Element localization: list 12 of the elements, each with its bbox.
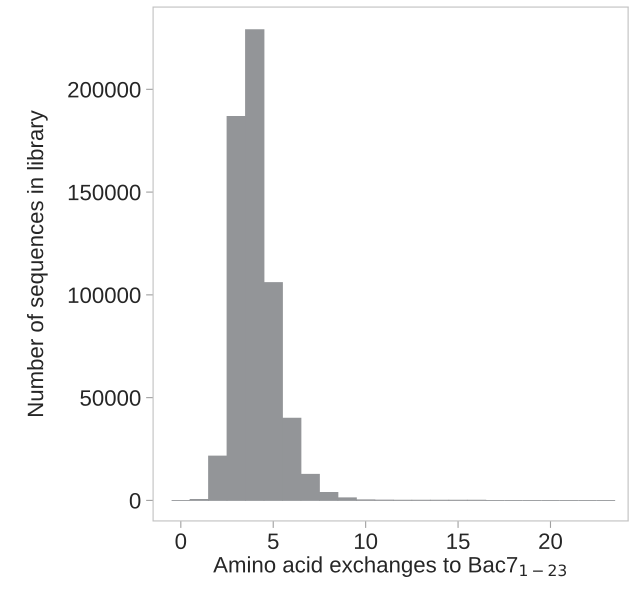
y-tick-label: 50000 [80, 390, 140, 406]
y-tick-label: 0 [130, 492, 140, 509]
x-tick-label: 5 [268, 534, 278, 550]
x-tick-label: 0 [176, 533, 186, 550]
y-tick-label: 100000 [68, 287, 140, 304]
y-tick-label: 200000 [68, 82, 140, 98]
x-tick-label: 20 [539, 533, 562, 550]
x-tick-label: 15 [447, 534, 470, 550]
y-tick-label: 150000 [68, 184, 140, 200]
y-axis-title: Number of sequences in library [26, 110, 48, 416]
x-tick-label: 10 [354, 533, 378, 550]
x-axis-title: Amino acid exchanges to Bac7$_{1−23}$ [213, 556, 566, 577]
